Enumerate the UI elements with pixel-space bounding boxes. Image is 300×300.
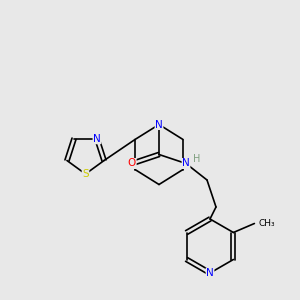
Text: N: N bbox=[93, 134, 101, 144]
Text: CH₃: CH₃ bbox=[259, 219, 275, 228]
Text: N: N bbox=[155, 119, 163, 130]
Text: N: N bbox=[206, 268, 214, 278]
Text: H: H bbox=[193, 154, 200, 164]
Text: S: S bbox=[82, 169, 89, 179]
Text: O: O bbox=[128, 158, 136, 169]
Text: N: N bbox=[182, 158, 190, 169]
